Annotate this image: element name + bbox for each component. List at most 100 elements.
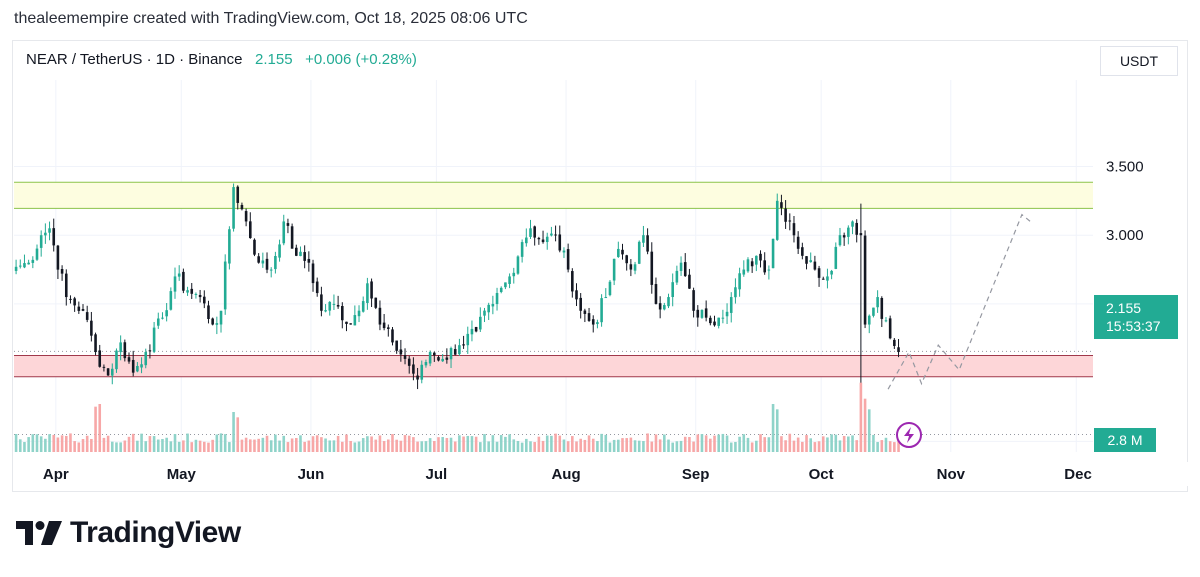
- volume-bar: [746, 437, 750, 452]
- volume-bar: [60, 435, 64, 452]
- candle-body: [131, 359, 135, 373]
- volume-bar: [596, 441, 599, 452]
- candle-body: [336, 304, 340, 307]
- candle-body: [395, 340, 398, 351]
- volume-bar: [788, 433, 792, 452]
- candle-body: [370, 281, 373, 299]
- volume-bar: [307, 440, 311, 452]
- volume-bar: [688, 436, 691, 452]
- volume-bar: [830, 434, 833, 452]
- candle-body: [295, 247, 298, 256]
- volume-bar: [152, 436, 156, 452]
- candle-body: [767, 269, 771, 271]
- volume-bar: [282, 435, 286, 452]
- volume-bar: [591, 438, 595, 452]
- volume-bar: [646, 433, 649, 452]
- volume-bar: [127, 436, 131, 452]
- volume-bar: [424, 441, 428, 452]
- candle-body: [35, 248, 39, 260]
- candle-body: [106, 368, 110, 376]
- volume-bar: [675, 441, 679, 452]
- candle-body: [228, 229, 231, 264]
- volume-bar: [775, 409, 779, 452]
- volume-bar: [123, 440, 127, 452]
- x-tick-label: Apr: [43, 466, 69, 483]
- volume-bar: [462, 436, 465, 452]
- volume-bar: [847, 436, 850, 452]
- volume-bar: [232, 412, 235, 452]
- candle-body: [190, 288, 194, 294]
- candle-body: [479, 316, 482, 330]
- volume-bar: [729, 442, 733, 452]
- chart-frame: [12, 40, 1188, 492]
- candle-body: [495, 292, 499, 305]
- volume-bar: [278, 440, 281, 452]
- volume-bar: [516, 440, 520, 452]
- candle-body: [683, 262, 687, 277]
- x-tick-label: Oct: [809, 466, 834, 483]
- candle-body: [746, 259, 750, 272]
- candle-body: [525, 237, 528, 244]
- candle-body: [207, 305, 210, 319]
- candle-body: [77, 306, 81, 311]
- currency-selector[interactable]: USDT: [1100, 46, 1178, 76]
- candle-body: [140, 364, 143, 368]
- volume-bar: [499, 435, 503, 452]
- volume-bar: [696, 434, 700, 452]
- candle-body: [123, 342, 127, 359]
- volume-bar: [608, 442, 612, 452]
- tradingview-logo-icon: [16, 521, 62, 545]
- candle-body: [324, 310, 327, 312]
- candle-body: [792, 223, 796, 236]
- volume-bar: [667, 439, 670, 452]
- volume-bar: [202, 441, 206, 452]
- volume-bar: [767, 437, 771, 452]
- volume-bar: [888, 441, 892, 452]
- candle-body: [717, 317, 720, 326]
- candle-body: [248, 221, 252, 238]
- candle-body: [520, 242, 524, 257]
- candle-body: [508, 276, 511, 284]
- candle-body: [734, 287, 737, 298]
- candle-body: [39, 235, 43, 248]
- volume-bar: [821, 436, 825, 452]
- candle-body: [265, 258, 269, 270]
- volume-bar: [533, 442, 536, 452]
- x-tick-label: Sep: [682, 466, 710, 483]
- candle-body: [115, 350, 118, 370]
- candle-body: [290, 226, 294, 249]
- volume-bar: [683, 436, 687, 452]
- volume-bar: [658, 439, 662, 452]
- volume-bar: [479, 442, 482, 452]
- candle-body: [48, 228, 51, 233]
- volume-bar: [374, 439, 378, 452]
- candle-body: [700, 309, 704, 318]
- candle-body: [412, 364, 415, 374]
- candle-body: [353, 315, 357, 326]
- current-price-tag: 2.155 15:53:37: [1094, 295, 1178, 339]
- candle-body: [232, 187, 235, 229]
- symbol-price: 2.155: [255, 51, 293, 68]
- candle-body: [554, 234, 557, 236]
- candle-body: [721, 317, 725, 319]
- volume-bar: [428, 438, 432, 452]
- candle-body: [487, 304, 490, 313]
- candle-body: [23, 263, 26, 268]
- volume-bar: [148, 436, 152, 452]
- volume-bar: [583, 439, 587, 452]
- candle-body: [629, 264, 633, 270]
- candle-body: [688, 274, 691, 289]
- volume-bar: [851, 435, 854, 452]
- volume-bar: [700, 434, 704, 452]
- chart-credit: thealeemempire created with TradingView.…: [14, 10, 528, 27]
- candle-body: [834, 246, 838, 269]
- candle-body: [847, 227, 850, 237]
- volume-bar: [391, 434, 394, 452]
- candle-body: [884, 320, 888, 322]
- candle-body: [550, 233, 553, 236]
- tradingview-logo[interactable]: TradingView: [16, 516, 241, 550]
- candle-body: [110, 368, 114, 376]
- candle-body: [366, 283, 369, 304]
- volume-bar: [198, 440, 202, 452]
